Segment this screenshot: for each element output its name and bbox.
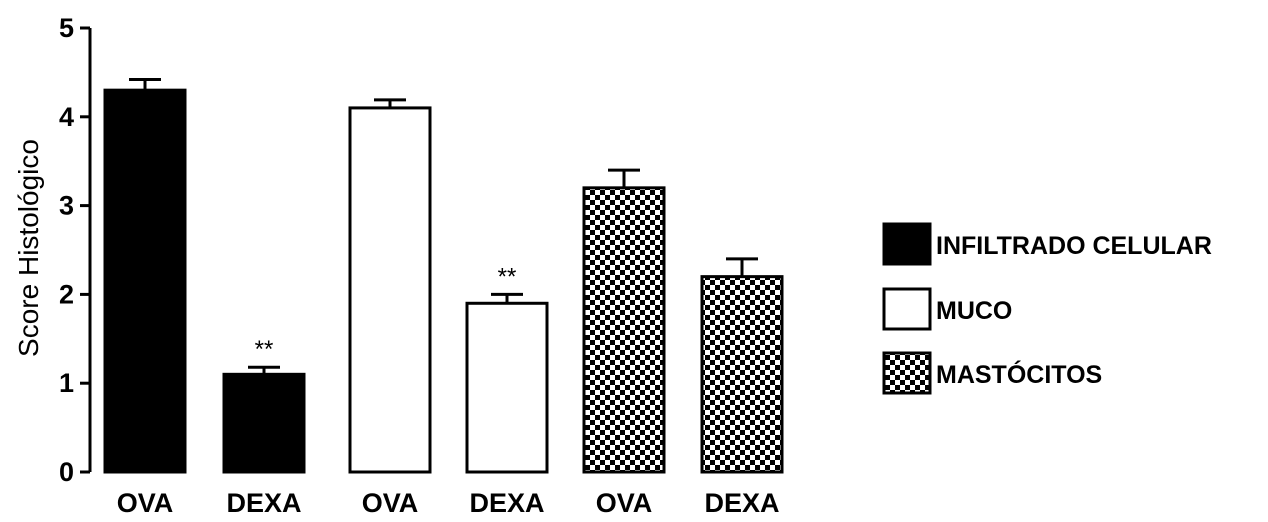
legend: INFILTRADO CELULAR MUCO MASTÓCITOS xyxy=(882,222,1212,395)
legend-label-3: MASTÓCITOS xyxy=(936,359,1102,389)
y-axis: 0 1 2 3 4 5 xyxy=(59,13,92,487)
y-tick-label-3: 3 xyxy=(59,191,74,221)
legend-label-1: INFILTRADO CELULAR xyxy=(936,232,1212,260)
y-axis-label: Score Histológico xyxy=(13,139,44,357)
x-tick-label-3: OVA xyxy=(362,488,419,518)
legend-swatch-2 xyxy=(882,287,932,331)
y-tick-label-0: 0 xyxy=(59,457,74,487)
bar-6 xyxy=(700,275,784,474)
x-tick-label-5: OVA xyxy=(596,488,653,518)
bar-3 xyxy=(348,106,432,474)
y-tick-label-5: 5 xyxy=(59,13,74,43)
x-axis-labels: OVA DEXA OVA DEXA OVA DEXA xyxy=(117,488,780,518)
bar-2 xyxy=(222,372,306,474)
legend-swatch-1 xyxy=(882,222,932,266)
y-tick-label-2: 2 xyxy=(59,279,74,309)
bar-4 xyxy=(465,301,549,474)
bar-1 xyxy=(103,88,187,474)
x-tick-label-2: DEXA xyxy=(226,488,301,518)
significance-mark-2: ** xyxy=(255,336,274,363)
significance-mark-4: ** xyxy=(498,263,517,290)
x-tick-label-6: DEXA xyxy=(704,488,779,518)
y-tick-label-1: 1 xyxy=(59,368,74,398)
y-tick-label-4: 4 xyxy=(59,102,74,132)
x-tick-label-1: OVA xyxy=(117,488,174,518)
bars-layer: ** ** xyxy=(103,78,784,474)
x-tick-label-4: DEXA xyxy=(469,488,544,518)
legend-swatch-3 xyxy=(882,351,932,395)
bar-5 xyxy=(582,186,666,474)
legend-label-2: MUCO xyxy=(936,297,1012,325)
